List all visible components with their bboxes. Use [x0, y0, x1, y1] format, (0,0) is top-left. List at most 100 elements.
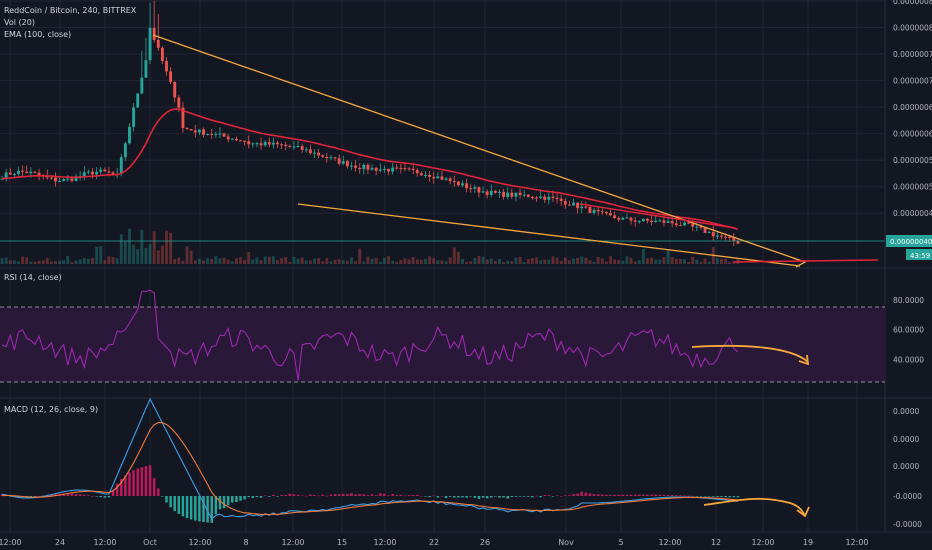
candle-body — [432, 176, 436, 179]
candle-body — [66, 178, 70, 180]
macd-histogram-bar — [498, 496, 501, 498]
volume-bar — [724, 258, 728, 264]
volume-bar — [650, 257, 654, 264]
volume-bar — [144, 247, 148, 264]
macd-histogram-bar — [572, 493, 575, 496]
volume-bar — [547, 259, 551, 264]
price-pane[interactable] — [0, 0, 885, 268]
volume-bar — [473, 257, 477, 264]
volume-bar — [140, 229, 144, 264]
price-tick-label: 0.00000045 — [893, 209, 932, 218]
candle-body — [99, 169, 103, 172]
rsi-tick-label: 60.0000 — [893, 326, 924, 335]
candles — [0, 0, 740, 247]
macd-histogram-bar — [185, 496, 189, 519]
volume-bar — [189, 250, 193, 264]
time-tick-label: 12:00 — [845, 538, 868, 547]
volume-bar — [452, 247, 456, 264]
macd-histogram-bar — [231, 496, 234, 503]
candle-body — [29, 171, 33, 174]
lower-trendline — [297, 203, 801, 267]
macd-histogram-bar — [724, 496, 727, 498]
macd-axis[interactable]: 0.0000 0.0000 0.0000 -0.0000 -0.0000 — [893, 407, 922, 529]
volume-bar — [239, 256, 242, 264]
macd-pane[interactable] — [0, 397, 810, 523]
rsi-forecast-arrow — [691, 344, 809, 363]
macd-histogram-bar — [165, 496, 168, 503]
macd-histogram-bar — [675, 495, 678, 496]
rsi-pane[interactable] — [0, 289, 885, 383]
volume-bar — [424, 258, 427, 264]
volume-bar — [670, 257, 674, 264]
candle-body — [411, 168, 415, 171]
candle-body — [189, 129, 193, 131]
candle-body — [173, 81, 177, 98]
macd-histogram-bar — [522, 496, 526, 497]
macd-histogram-bar — [555, 495, 559, 497]
volume-bar — [193, 260, 197, 264]
volume-bar — [407, 259, 411, 264]
volume-bar — [391, 260, 395, 264]
macd-histogram-bar — [29, 496, 33, 497]
volume-bar — [177, 257, 181, 264]
volume-bar — [62, 260, 66, 264]
macd-histogram-bar — [416, 494, 419, 496]
candle-body — [271, 142, 275, 145]
macd-tick-label: 0.0000 — [893, 435, 919, 444]
candle-body — [563, 200, 567, 205]
macd-histogram-bar — [251, 496, 255, 498]
macd-histogram-bar — [411, 494, 415, 496]
macd-histogram-bar — [309, 494, 312, 496]
macd-histogram-bar — [481, 496, 485, 498]
volume-bar — [596, 257, 600, 264]
macd-histogram-bar — [580, 491, 583, 496]
volume-bar — [313, 258, 316, 264]
rsi-axis[interactable]: 80.0000 60.0000 40.0000 — [893, 296, 924, 364]
macd-histogram-bar — [424, 496, 427, 497]
candle-body — [119, 157, 123, 174]
candle-body — [345, 161, 349, 167]
volume-bar — [234, 258, 238, 264]
candle-body — [654, 220, 658, 222]
volume-bar — [691, 256, 695, 264]
volume-bar — [103, 259, 107, 264]
volume-bar — [584, 257, 588, 264]
candle-body — [485, 191, 489, 195]
volume-bar — [165, 230, 168, 264]
volume-bar — [0, 258, 4, 264]
macd-histogram-bar — [37, 495, 41, 497]
volume-bar — [66, 256, 70, 264]
macd-histogram-bar — [592, 493, 596, 496]
candle-body — [428, 174, 432, 177]
time-tick-label: 5 — [618, 538, 623, 547]
macd-histogram-bar — [650, 494, 653, 496]
macd-histogram-bar — [420, 495, 423, 497]
ema-legend: EMA (100, close) — [4, 30, 71, 39]
candle-body — [580, 206, 584, 209]
candle-body — [678, 225, 682, 227]
candle-body — [341, 161, 345, 164]
macd-histogram-bar — [407, 495, 411, 496]
macd-histogram-bar — [448, 496, 452, 497]
macd-histogram-bar — [198, 496, 201, 522]
macd-histogram-bar — [111, 489, 115, 496]
macd-histogram-bar — [300, 495, 304, 497]
macd-histogram-bar — [395, 495, 398, 496]
macd-histogram-bar — [613, 494, 616, 496]
macd-histogram-bar — [584, 492, 588, 496]
volume-bar — [567, 260, 571, 264]
candle-body — [469, 188, 473, 190]
macd-histogram-bar — [712, 496, 715, 497]
candle-body — [292, 146, 296, 148]
candle-body — [304, 149, 308, 151]
candle-body — [193, 130, 197, 133]
candle-body — [391, 167, 395, 172]
macd-histogram-bar — [173, 496, 176, 512]
volume-bar — [267, 256, 271, 264]
candle-body — [197, 129, 201, 133]
candle-body — [477, 187, 481, 193]
volume-bar — [325, 258, 329, 264]
time-axis[interactable]: 12:00 24 12:00 Oct 12:00 8 12:00 15 12:00 22 26 Nov… — [0, 538, 869, 547]
